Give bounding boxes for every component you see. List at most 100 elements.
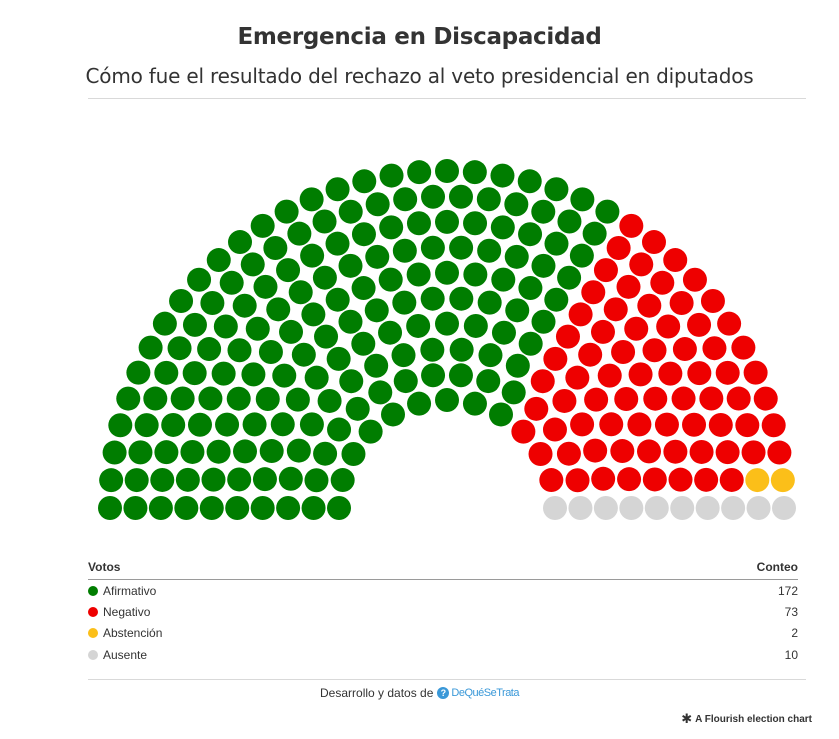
seat-negativo[interactable] bbox=[568, 302, 593, 327]
dequesetrata-logo[interactable]: ? DeQuéSeTrata bbox=[437, 687, 519, 699]
legend-row-ausente[interactable]: Ausente 10 bbox=[88, 644, 798, 665]
seat-afirmativo[interactable] bbox=[407, 160, 432, 185]
seat-ausente[interactable] bbox=[670, 496, 695, 520]
seat-afirmativo[interactable] bbox=[463, 211, 488, 236]
seat-afirmativo[interactable] bbox=[449, 337, 474, 362]
seat-negativo[interactable] bbox=[591, 466, 616, 491]
seat-afirmativo[interactable] bbox=[379, 215, 404, 240]
seat-afirmativo[interactable] bbox=[365, 192, 390, 217]
seat-afirmativo[interactable] bbox=[379, 163, 404, 188]
seat-afirmativo[interactable] bbox=[339, 369, 364, 394]
seat-negativo[interactable] bbox=[597, 363, 622, 388]
seat-afirmativo[interactable] bbox=[364, 298, 389, 323]
seat-afirmativo[interactable] bbox=[255, 387, 280, 411]
seat-afirmativo[interactable] bbox=[504, 192, 529, 217]
seat-negativo[interactable] bbox=[682, 267, 707, 292]
seat-afirmativo[interactable] bbox=[463, 262, 488, 287]
seat-negativo[interactable] bbox=[542, 417, 567, 442]
seat-negativo[interactable] bbox=[556, 441, 581, 466]
seat-afirmativo[interactable] bbox=[378, 267, 403, 292]
seat-negativo[interactable] bbox=[658, 361, 683, 386]
seat-afirmativo[interactable] bbox=[304, 468, 329, 493]
seat-afirmativo[interactable] bbox=[435, 311, 459, 336]
seat-afirmativo[interactable] bbox=[108, 413, 133, 438]
seat-afirmativo[interactable] bbox=[351, 276, 376, 301]
seat-negativo[interactable] bbox=[717, 311, 742, 336]
seat-negativo[interactable] bbox=[663, 248, 688, 273]
seat-afirmativo[interactable] bbox=[266, 297, 291, 322]
seat-afirmativo[interactable] bbox=[312, 209, 337, 234]
seat-afirmativo[interactable] bbox=[138, 335, 163, 360]
seat-afirmativo[interactable] bbox=[582, 221, 607, 246]
seat-negativo[interactable] bbox=[611, 340, 636, 365]
seat-afirmativo[interactable] bbox=[154, 440, 179, 465]
seat-afirmativo[interactable] bbox=[116, 386, 141, 411]
seat-afirmativo[interactable] bbox=[421, 184, 446, 209]
seat-afirmativo[interactable] bbox=[518, 222, 543, 247]
seat-negativo[interactable] bbox=[570, 412, 595, 437]
seat-abstencion[interactable] bbox=[770, 468, 795, 493]
seat-afirmativo[interactable] bbox=[187, 412, 212, 437]
seat-afirmativo[interactable] bbox=[274, 199, 299, 224]
seat-afirmativo[interactable] bbox=[170, 386, 195, 411]
seat-afirmativo[interactable] bbox=[378, 320, 403, 345]
seat-afirmativo[interactable] bbox=[364, 353, 389, 378]
seat-afirmativo[interactable] bbox=[134, 413, 159, 438]
seat-afirmativo[interactable] bbox=[288, 280, 313, 305]
seat-afirmativo[interactable] bbox=[225, 496, 250, 520]
seat-afirmativo[interactable] bbox=[406, 211, 431, 236]
seat-negativo[interactable] bbox=[616, 274, 641, 299]
seat-negativo[interactable] bbox=[656, 314, 681, 339]
seat-afirmativo[interactable] bbox=[240, 252, 265, 277]
seat-negativo[interactable] bbox=[583, 438, 608, 463]
seat-afirmativo[interactable] bbox=[206, 439, 231, 464]
seat-ausente[interactable] bbox=[644, 496, 669, 520]
seat-afirmativo[interactable] bbox=[228, 230, 253, 255]
seat-afirmativo[interactable] bbox=[187, 267, 212, 292]
seat-afirmativo[interactable] bbox=[392, 290, 417, 315]
seat-afirmativo[interactable] bbox=[317, 388, 342, 413]
seat-afirmativo[interactable] bbox=[270, 412, 295, 437]
seat-afirmativo[interactable] bbox=[531, 309, 556, 334]
seat-negativo[interactable] bbox=[624, 316, 649, 341]
seat-ausente[interactable] bbox=[695, 496, 720, 520]
seat-ausente[interactable] bbox=[746, 496, 771, 520]
seat-afirmativo[interactable] bbox=[448, 184, 473, 209]
seat-afirmativo[interactable] bbox=[299, 187, 324, 212]
seat-afirmativo[interactable] bbox=[406, 313, 431, 338]
seat-negativo[interactable] bbox=[654, 412, 679, 437]
seat-afirmativo[interactable] bbox=[462, 391, 487, 416]
seat-afirmativo[interactable] bbox=[325, 287, 350, 312]
seat-afirmativo[interactable] bbox=[325, 231, 350, 256]
seat-negativo[interactable] bbox=[694, 467, 719, 492]
seat-negativo[interactable] bbox=[524, 396, 549, 421]
seat-afirmativo[interactable] bbox=[272, 363, 297, 388]
seat-afirmativo[interactable] bbox=[152, 311, 177, 336]
seat-afirmativo[interactable] bbox=[505, 353, 530, 378]
seat-afirmativo[interactable] bbox=[312, 265, 337, 290]
seat-afirmativo[interactable] bbox=[557, 265, 582, 290]
seat-afirmativo[interactable] bbox=[201, 467, 226, 492]
seat-negativo[interactable] bbox=[689, 439, 714, 464]
seat-afirmativo[interactable] bbox=[285, 387, 310, 412]
seat-negativo[interactable] bbox=[581, 280, 606, 305]
seat-afirmativo[interactable] bbox=[393, 187, 418, 212]
seat-afirmativo[interactable] bbox=[124, 468, 149, 493]
seat-afirmativo[interactable] bbox=[392, 238, 417, 263]
seat-afirmativo[interactable] bbox=[300, 243, 325, 268]
seat-negativo[interactable] bbox=[617, 467, 642, 492]
seat-afirmativo[interactable] bbox=[198, 386, 223, 411]
seat-negativo[interactable] bbox=[767, 440, 792, 465]
seat-afirmativo[interactable] bbox=[213, 314, 238, 339]
seat-negativo[interactable] bbox=[614, 387, 639, 411]
seat-negativo[interactable] bbox=[702, 336, 727, 361]
seat-negativo[interactable] bbox=[603, 297, 628, 322]
seat-afirmativo[interactable] bbox=[557, 209, 582, 234]
seat-afirmativo[interactable] bbox=[435, 159, 459, 183]
seat-afirmativo[interactable] bbox=[301, 302, 326, 327]
seat-afirmativo[interactable] bbox=[544, 287, 569, 312]
seat-negativo[interactable] bbox=[672, 337, 697, 362]
seat-afirmativo[interactable] bbox=[167, 336, 192, 361]
seat-afirmativo[interactable] bbox=[182, 361, 207, 386]
seat-afirmativo[interactable] bbox=[406, 262, 431, 287]
